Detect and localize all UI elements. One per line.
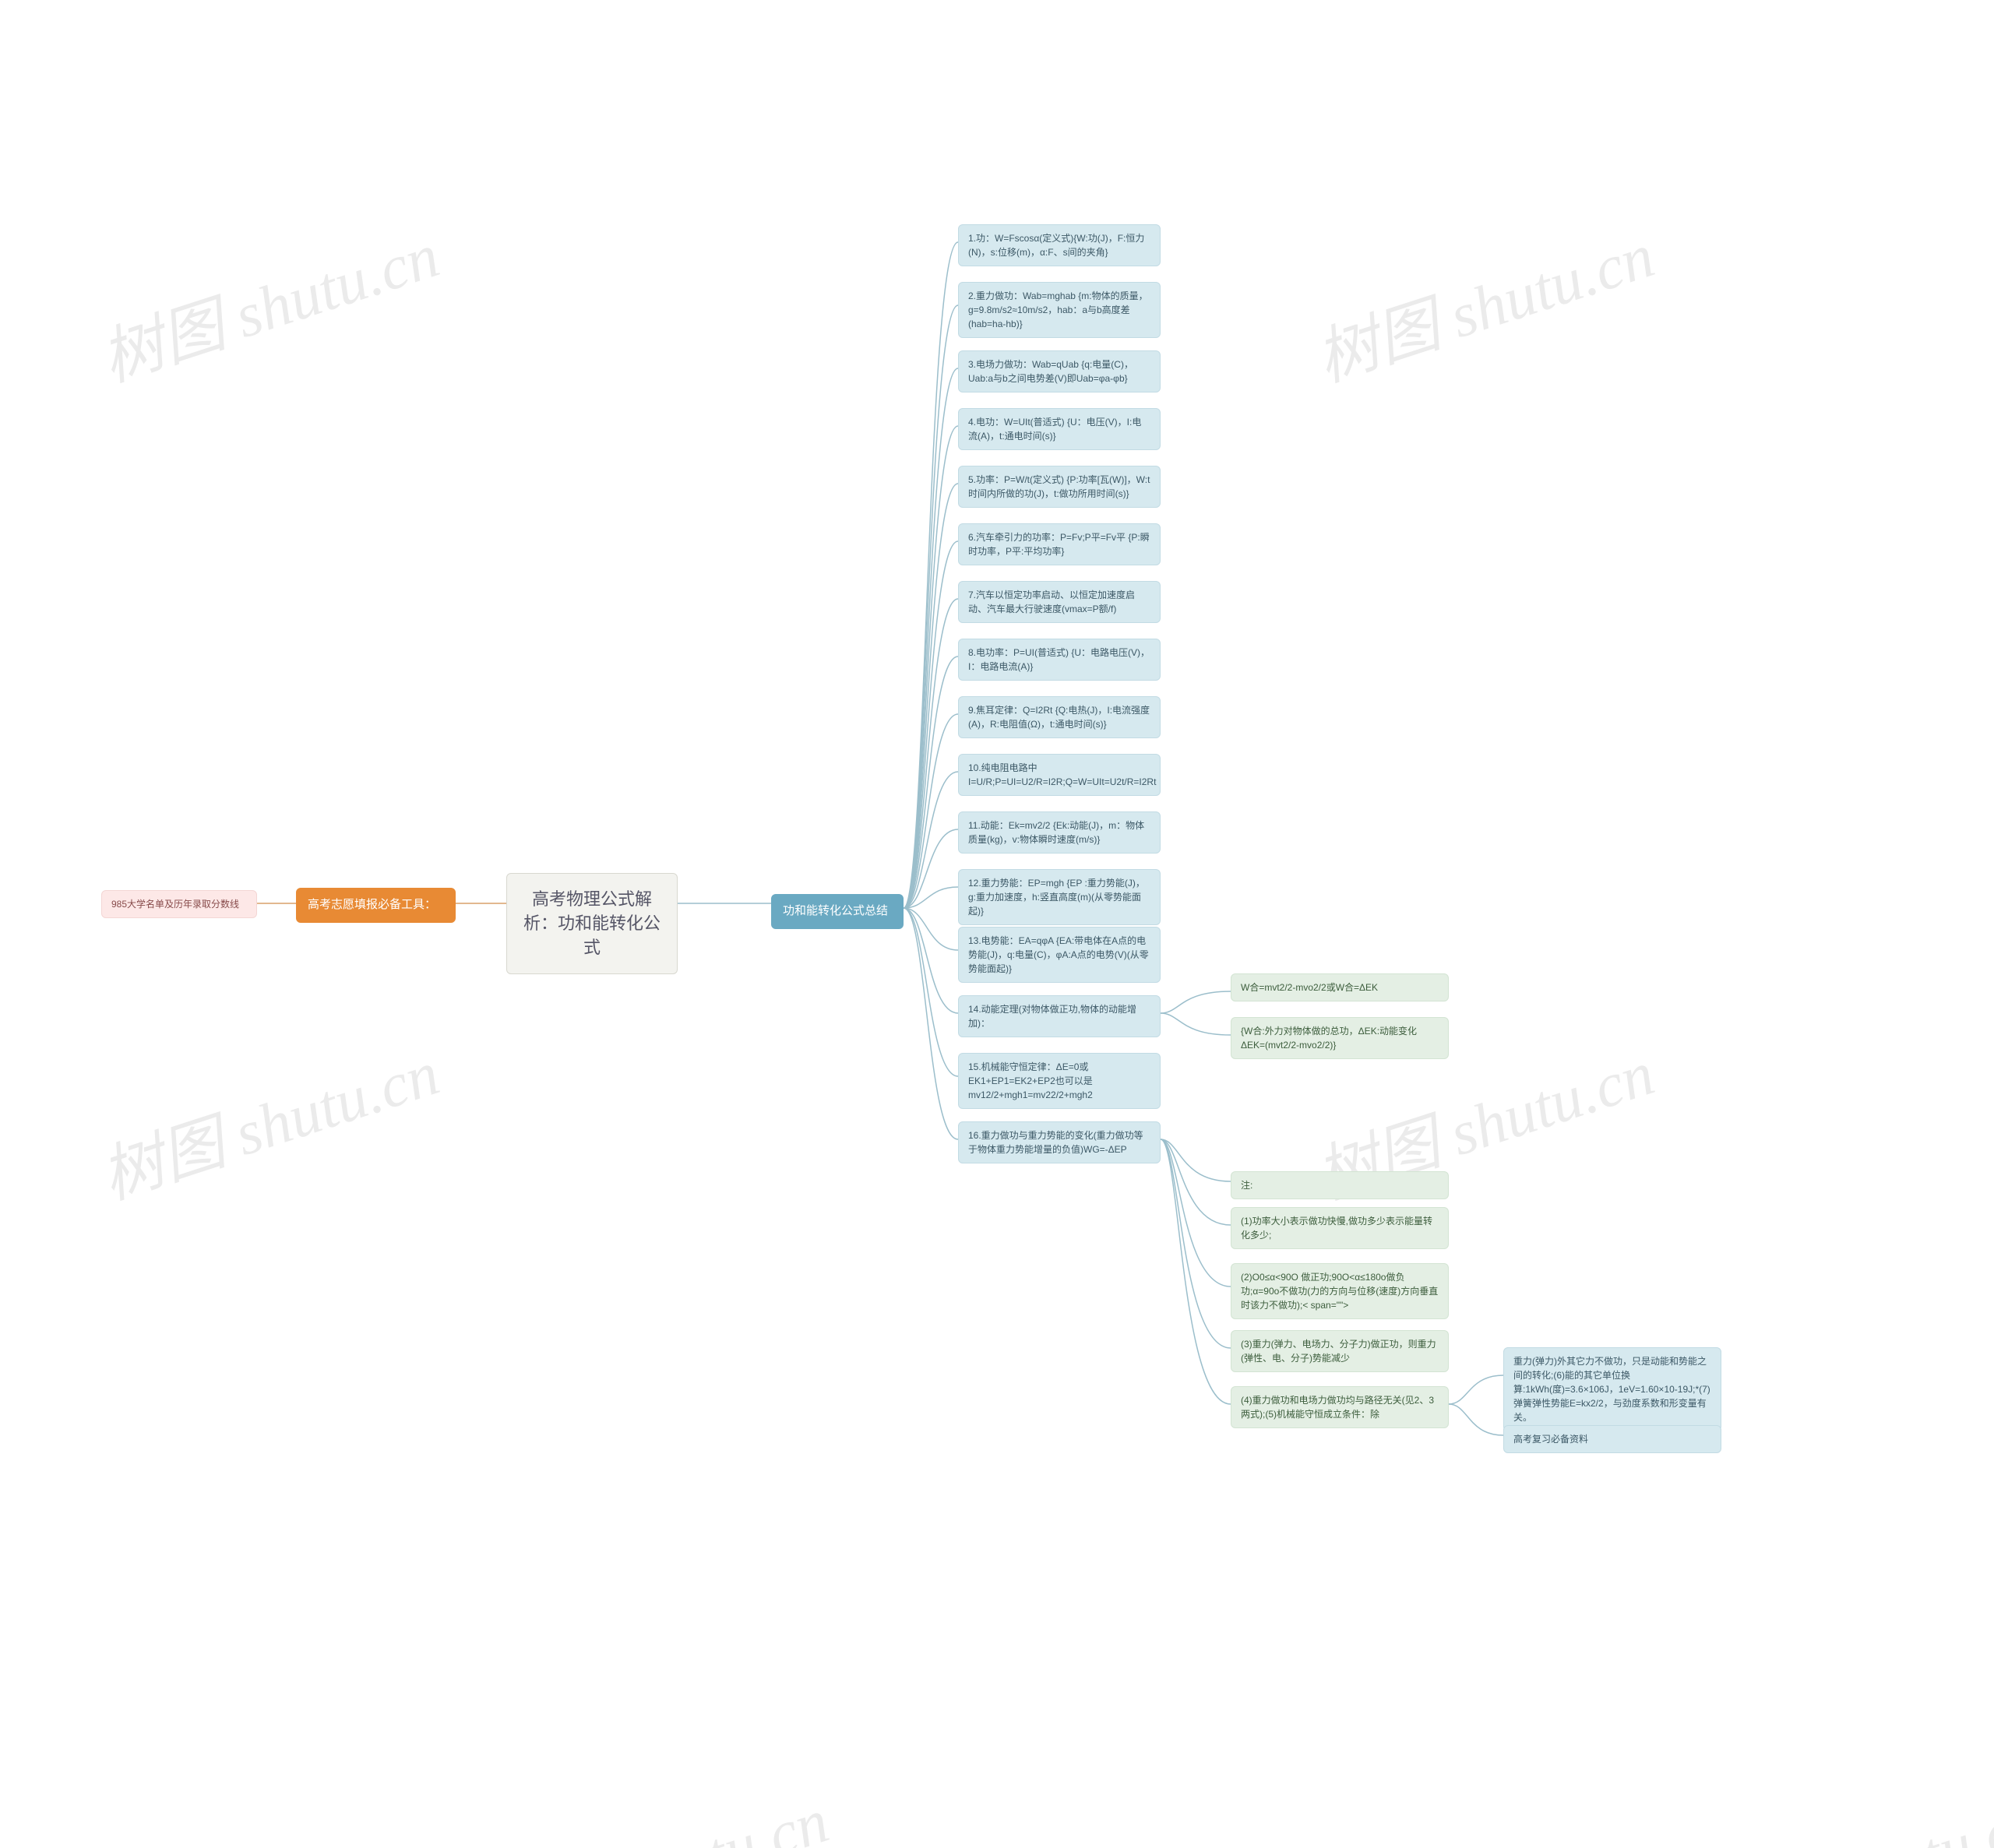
- formula-node-14[interactable]: 14.动能定理(对物体做正功,物体的动能增加)：: [958, 995, 1161, 1037]
- formula16-4-child-1[interactable]: 重力(弹力)外其它力不做功，只是动能和势能之间的转化;(6)能的其它单位换算:1…: [1503, 1347, 1721, 1431]
- formula-node-16[interactable]: 16.重力做功与重力势能的变化(重力做功等于物体重力势能增量的负值)WG=-ΔE…: [958, 1121, 1161, 1163]
- root-node[interactable]: 高考物理公式解析：功和能转化公式: [506, 873, 678, 974]
- formula16-child-1[interactable]: 注:: [1231, 1171, 1449, 1199]
- watermark: 树图 shutu.cn: [1693, 1770, 1994, 1848]
- formula-node-8[interactable]: 8.电功率：P=UI(普适式) {U：电路电压(V)，I：电路电流(A)}: [958, 639, 1161, 681]
- formula-node-12[interactable]: 12.重力势能：EP=mgh {EP :重力势能(J)，g:重力加速度，h:竖直…: [958, 869, 1161, 925]
- hub-node[interactable]: 功和能转化公式总结: [771, 894, 904, 929]
- watermark: 树图 shutu.cn: [1303, 205, 1664, 399]
- formula16-child-3[interactable]: (2)O0≤α<90O 做正功;90O<α≤180o做负功;α=90o不做功(力…: [1231, 1263, 1449, 1319]
- formula-node-3[interactable]: 3.电场力做功：Wab=qUab {q:电量(C)，Uab:a与b之间电势差(V…: [958, 350, 1161, 392]
- formula-node-4[interactable]: 4.电功：W=UIt(普适式) {U：电压(V)，I:电流(A)，t:通电时间(…: [958, 408, 1161, 450]
- left-node-985[interactable]: 985大学名单及历年录取分数线: [101, 890, 257, 918]
- formula14-child-2[interactable]: {W合:外力对物体做的总功，ΔEK:动能变化ΔEK=(mvt2/2-mvo2/2…: [1231, 1017, 1449, 1059]
- watermark: 树图 shutu.cn: [477, 1770, 838, 1848]
- formula-node-13[interactable]: 13.电势能：EA=qφA {EA:带电体在A点的电势能(J)，q:电量(C)，…: [958, 927, 1161, 983]
- formula-node-11[interactable]: 11.动能：Ek=mv2/2 {Ek:动能(J)，m：物体质量(kg)，v:物体…: [958, 811, 1161, 854]
- formula-node-6[interactable]: 6.汽车牵引力的功率：P=Fv;P平=Fv平 {P:瞬时功率，P平:平均功率}: [958, 523, 1161, 565]
- formula-node-5[interactable]: 5.功率：P=W/t(定义式) {P:功率[瓦(W)]，W:t时间内所做的功(J…: [958, 466, 1161, 508]
- formula16-child-5[interactable]: (4)重力做功和电场力做功均与路径无关(见2、3两式);(5)机械能守恒成立条件…: [1231, 1386, 1449, 1428]
- formula-node-2[interactable]: 2.重力做功：Wab=mghab {m:物体的质量，g=9.8m/s2≈10m/…: [958, 282, 1161, 338]
- formula-node-7[interactable]: 7.汽车以恒定功率启动、以恒定加速度启动、汽车最大行驶速度(vmax=P额/f): [958, 581, 1161, 623]
- formula16-child-4[interactable]: (3)重力(弹力、电场力、分子力)做正功，则重力(弹性、电、分子)势能减少: [1231, 1330, 1449, 1372]
- formula-node-9[interactable]: 9.焦耳定律：Q=I2Rt {Q:电热(J)，I:电流强度(A)，R:电阻值(Ω…: [958, 696, 1161, 738]
- left-node-tools[interactable]: 高考志愿填报必备工具：: [296, 888, 456, 923]
- formula-node-10[interactable]: 10.纯电阻电路中I=U/R;P=UI=U2/R=I2R;Q=W=UIt=U2t…: [958, 754, 1161, 796]
- formula16-4-child-2[interactable]: 高考复习必备资料: [1503, 1425, 1721, 1453]
- formula16-child-2[interactable]: (1)功率大小表示做功快慢,做功多少表示能量转化多少;: [1231, 1207, 1449, 1249]
- formula-node-1[interactable]: 1.功：W=Fscosα(定义式){W:功(J)，F:恒力(N)，s:位移(m)…: [958, 224, 1161, 266]
- watermark: 树图 shutu.cn: [88, 205, 449, 399]
- watermark: 树图 shutu.cn: [88, 1023, 449, 1216]
- formula-node-15[interactable]: 15.机械能守恒定律：ΔE=0或EK1+EP1=EK2+EP2也可以是mv12/…: [958, 1053, 1161, 1109]
- formula14-child-1[interactable]: W合=mvt2/2-mvo2/2或W合=ΔEK: [1231, 973, 1449, 1001]
